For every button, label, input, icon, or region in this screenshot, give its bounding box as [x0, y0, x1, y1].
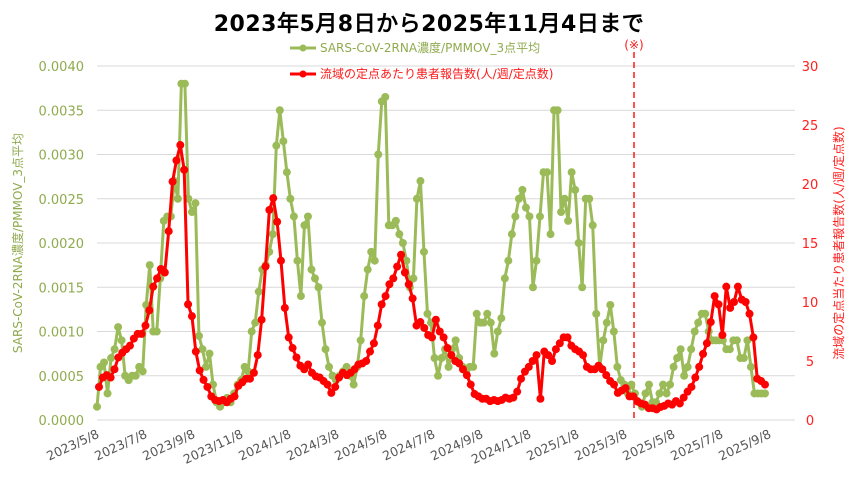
x-tick: 2024/3/8 [284, 426, 341, 463]
x-tick: 2025/5/8 [620, 426, 677, 463]
x-tick: 2025/7/8 [668, 426, 725, 463]
right-y-axis-ticks: 0 5 10 15 20 25 30 [802, 60, 819, 429]
x-tick: 2023/5/8 [44, 426, 101, 463]
x-tick: 2025/3/8 [572, 426, 629, 463]
left-y-tick: 0.0030 [39, 149, 85, 164]
legend-label-rna: SARS-CoV-2RNA濃度/PMMOV_3点平均 [320, 40, 540, 55]
legend: SARS-CoV-2RNA濃度/PMMOV_3点平均 流域の定点あたり患者報告数… [290, 40, 553, 81]
left-y-tick: 0.0035 [39, 104, 85, 119]
series-patient-reports [95, 141, 769, 414]
x-axis-ticks: 2023/5/82023/7/82023/9/82023/11/82024/1/… [44, 426, 773, 467]
x-tick: 2024/1/8 [236, 426, 293, 463]
left-y-axis-label: SARS-CoV-2RNA濃度/PMMOV_3点平均 [10, 133, 25, 353]
left-y-tick: 0.0040 [39, 60, 85, 75]
right-y-tick: 25 [802, 119, 819, 134]
x-tick: 2025/9/8 [716, 426, 773, 463]
x-tick: 2024/5/8 [332, 426, 389, 463]
gridlines [97, 65, 795, 421]
x-tick: 2025/1/8 [524, 426, 581, 463]
legend-label-patients: 流域の定点あたり患者報告数(人/週/定点数) [320, 66, 553, 81]
legend-red-marker-icon [299, 70, 307, 78]
x-tick: 2023/7/8 [92, 426, 149, 463]
left-y-tick: 0.0025 [39, 193, 85, 208]
legend-green-marker-icon [299, 44, 307, 52]
series-rna-concentration [93, 79, 769, 411]
left-y-tick: 0.0010 [39, 326, 85, 341]
left-y-tick: 0.0020 [39, 237, 85, 252]
right-y-tick: 15 [802, 237, 819, 252]
left-y-tick: 0.0000 [39, 414, 85, 429]
marker-annotation: (※) [624, 38, 643, 52]
right-y-axis-label: 流域の定点当たり患者報告数(人/週/定点数) [831, 126, 846, 359]
right-y-tick: 30 [802, 60, 819, 75]
chart-title: 2023年5月8日から2025年11月4日まで [213, 12, 645, 37]
left-y-tick: 0.0015 [39, 281, 85, 296]
left-y-axis-ticks: 0.0000 0.0005 0.0010 0.0015 0.0020 0.0025 0.00… [39, 60, 85, 429]
x-tick: 2024/7/8 [380, 426, 437, 463]
left-y-tick: 0.0005 [39, 370, 85, 385]
right-y-tick: 20 [802, 178, 819, 193]
right-y-tick: 10 [802, 296, 819, 311]
right-y-tick: 5 [806, 355, 814, 370]
right-y-tick: 0 [806, 414, 814, 429]
